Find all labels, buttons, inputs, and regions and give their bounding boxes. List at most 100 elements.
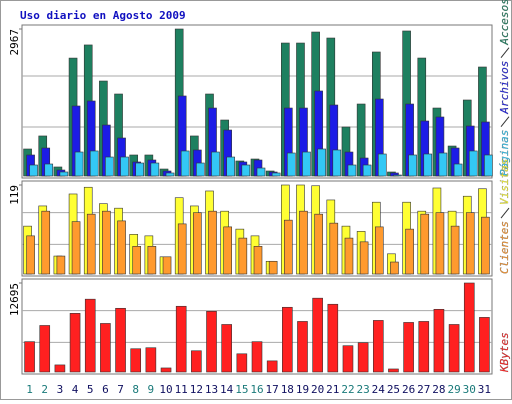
panel xyxy=(21,180,493,277)
bar xyxy=(54,364,66,373)
bar xyxy=(344,237,354,275)
x-tick-label: 20 xyxy=(311,383,324,396)
bar xyxy=(408,154,417,177)
x-tick-label: 29 xyxy=(447,383,460,396)
x-tick-label: 17 xyxy=(266,383,279,396)
bar xyxy=(130,348,142,373)
x-tick-label: 13 xyxy=(205,383,218,396)
bar xyxy=(59,171,69,177)
bar xyxy=(165,172,175,177)
bar xyxy=(196,162,205,177)
bar xyxy=(26,235,35,275)
bar xyxy=(362,164,372,177)
bar xyxy=(327,303,339,373)
bar xyxy=(393,174,402,177)
bar xyxy=(450,225,460,275)
chart-title: Uso diario en Agosto 2009 xyxy=(20,9,186,22)
x-tick-label: 2 xyxy=(41,383,48,396)
bar xyxy=(105,156,114,177)
bar xyxy=(268,260,278,275)
bar xyxy=(102,210,111,275)
bar xyxy=(418,321,430,373)
bar xyxy=(448,324,460,373)
bar xyxy=(297,321,308,373)
bar xyxy=(347,164,357,177)
bar xyxy=(357,342,369,373)
bar xyxy=(29,164,38,177)
bar xyxy=(342,345,354,373)
bar xyxy=(266,360,278,373)
bar xyxy=(56,255,66,275)
bar xyxy=(135,162,145,177)
bar xyxy=(465,212,475,275)
x-tick-label: 4 xyxy=(72,383,79,396)
x-tick-label: 25 xyxy=(387,383,400,396)
bar xyxy=(284,219,293,275)
bar xyxy=(377,153,387,177)
bar xyxy=(74,151,84,177)
x-tick-label: 22 xyxy=(341,383,354,396)
x-tick-label: 27 xyxy=(417,383,430,396)
x-tick-label: 11 xyxy=(175,383,188,396)
bar xyxy=(44,163,54,177)
x-tick-label: 6 xyxy=(102,383,109,396)
bar xyxy=(484,154,493,177)
bar xyxy=(69,313,81,373)
bar xyxy=(372,320,384,373)
x-tick-label: 18 xyxy=(281,383,294,396)
y-tick-label: 119 xyxy=(8,185,21,205)
bar xyxy=(162,256,172,275)
bar xyxy=(390,261,399,275)
legend-label: Páginas xyxy=(498,130,511,176)
x-tick-label: 1 xyxy=(26,383,33,396)
bar xyxy=(287,152,296,177)
x-tick-label: 19 xyxy=(296,383,309,396)
bar xyxy=(463,282,475,373)
bar xyxy=(314,213,323,275)
bar xyxy=(208,210,217,275)
bar xyxy=(374,226,384,275)
bar xyxy=(236,353,248,373)
x-tick-label: 5 xyxy=(87,383,94,396)
bar xyxy=(433,308,445,373)
bar xyxy=(132,246,142,275)
bar xyxy=(84,298,96,373)
x-tick-label: 31 xyxy=(478,383,491,396)
bar xyxy=(211,151,220,177)
x-tick-label: 10 xyxy=(159,383,172,396)
y-tick-label: 2967 xyxy=(8,29,21,56)
bar xyxy=(329,222,339,275)
bar xyxy=(221,324,232,373)
bar xyxy=(479,317,490,373)
bar xyxy=(271,172,281,177)
panel xyxy=(21,278,493,375)
bar xyxy=(160,367,172,373)
bar xyxy=(24,341,35,373)
bar xyxy=(317,148,326,177)
x-tick-label: 8 xyxy=(132,383,139,396)
bar xyxy=(423,153,433,177)
bar xyxy=(251,341,263,373)
bar xyxy=(115,307,126,373)
bar xyxy=(145,347,157,373)
bar xyxy=(180,150,190,177)
x-tick-label: 9 xyxy=(148,383,155,396)
bar xyxy=(193,212,202,275)
bar xyxy=(435,212,445,275)
bar xyxy=(120,156,129,177)
bar xyxy=(405,228,414,275)
legend-separator xyxy=(500,47,510,58)
legend-separator xyxy=(500,116,510,127)
bar xyxy=(71,221,81,275)
legend-label: Visitas xyxy=(498,159,511,205)
x-tick-label: 28 xyxy=(432,383,445,396)
bar xyxy=(150,162,160,177)
bar xyxy=(481,216,490,275)
bar xyxy=(302,151,311,177)
bar xyxy=(256,167,266,177)
bar xyxy=(332,149,342,177)
x-tick-label: 24 xyxy=(372,383,386,396)
bar xyxy=(39,325,51,373)
bar xyxy=(89,150,99,177)
